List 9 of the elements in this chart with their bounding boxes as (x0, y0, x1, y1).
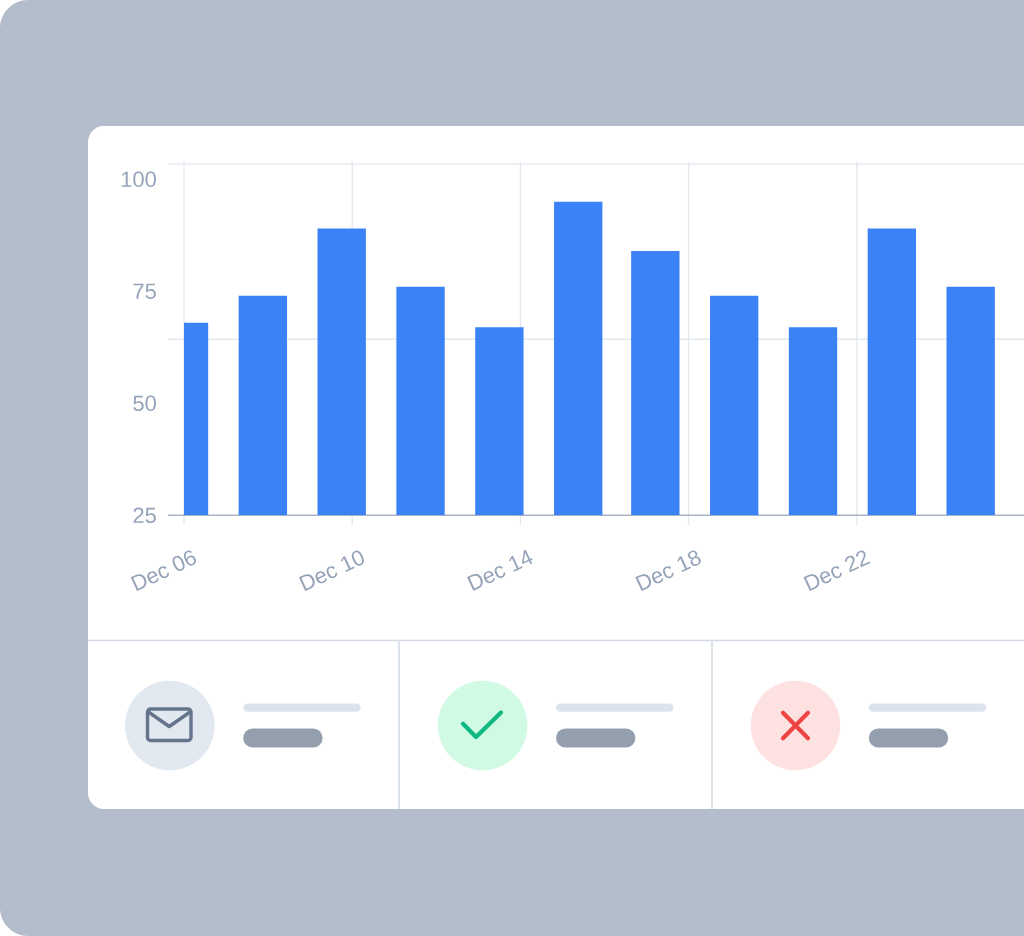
x-tick-label: Dec 18 (635, 550, 701, 592)
y-tick-label: 100 (121, 171, 156, 188)
y-tick-label: 75 (133, 283, 156, 299)
y-tick-label: 25 (133, 507, 156, 524)
x-tick-label: Dec 06 (130, 550, 197, 592)
y-tick-label: 50 (133, 395, 156, 412)
x-tick-label: Dec 22 (803, 550, 871, 592)
x-tick-label: Dec 14 (467, 549, 533, 591)
x-tick-label: Dec 10 (298, 550, 364, 592)
